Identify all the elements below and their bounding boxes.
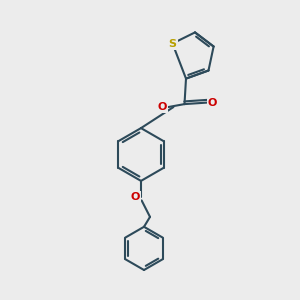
Text: O: O xyxy=(158,102,167,112)
Text: O: O xyxy=(208,98,217,108)
Text: O: O xyxy=(131,192,140,203)
Text: S: S xyxy=(169,38,176,49)
